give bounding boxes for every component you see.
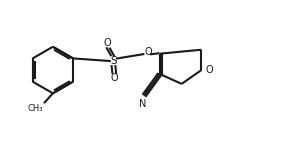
Text: O: O: [104, 38, 111, 48]
Text: O: O: [205, 65, 213, 75]
Text: CH₃: CH₃: [28, 104, 43, 113]
Text: N: N: [139, 99, 146, 109]
Text: O: O: [144, 47, 152, 57]
Text: O: O: [110, 73, 118, 83]
Text: S: S: [110, 56, 117, 66]
